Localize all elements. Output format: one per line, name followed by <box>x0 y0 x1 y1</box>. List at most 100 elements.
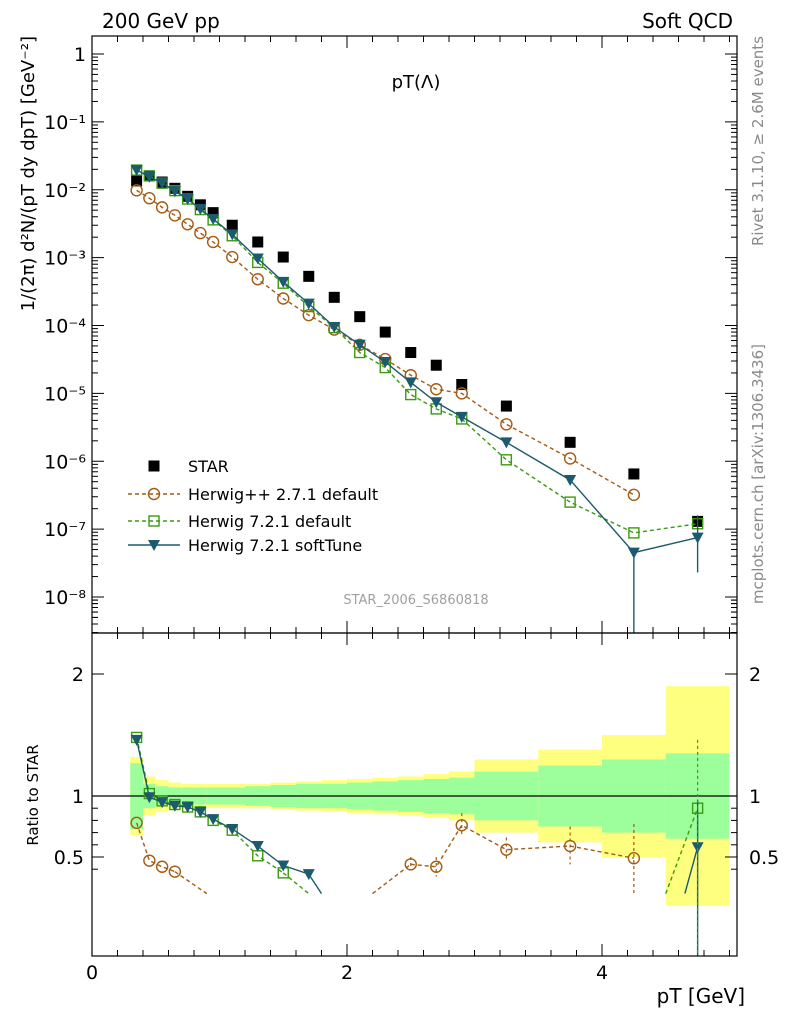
herwigpp-point <box>130 184 143 197</box>
star-point <box>430 359 442 371</box>
star-point <box>405 347 417 359</box>
herwigpp-point <box>206 235 220 249</box>
softtune-point <box>302 298 315 310</box>
ytick-label: 10⁻⁷ <box>44 519 86 541</box>
ytick-label: 10⁻³ <box>44 248 86 270</box>
herwigpp-point <box>143 192 156 205</box>
softtune-point <box>277 860 290 872</box>
star-point <box>379 326 391 338</box>
softtune-point <box>181 801 194 813</box>
top-ylabel: 1/(2π) d²N/(pT dy dpT) [GeV⁻²] <box>18 36 39 311</box>
star-point <box>354 311 366 323</box>
softtune-point <box>404 377 417 389</box>
herwigpp-point <box>277 292 290 305</box>
bottom-ylabel: Ratio to STAR <box>24 744 42 845</box>
legend: STAR Herwig++ 2.7.1 default Herwig 7.2.1 d… <box>128 457 378 555</box>
herwig721-line <box>282 872 310 895</box>
herwigpp-point <box>226 250 239 264</box>
softtune-point <box>130 734 143 746</box>
ytick-label: 10⁻⁸ <box>44 587 86 609</box>
softtune-point <box>455 411 468 423</box>
herwigpp-point <box>143 854 156 867</box>
star-point <box>131 175 143 187</box>
herwigpp-line <box>410 824 635 868</box>
ytick-label-right: 0.5 <box>749 847 779 869</box>
herwig721-point <box>405 388 417 401</box>
legend-label: Herwig 7.2.1 default <box>188 512 351 531</box>
legend-marker <box>148 460 160 472</box>
star-point <box>628 468 640 480</box>
herwigpp-point <box>251 273 264 286</box>
softtune-point <box>130 165 143 177</box>
softtune-point <box>379 356 392 368</box>
herwigpp-point <box>500 418 513 431</box>
herwigpp-point <box>181 218 194 231</box>
xlabel: pT [GeV] <box>657 984 745 1008</box>
herwigpp-point <box>430 383 443 396</box>
xtick-label: 4 <box>596 962 608 984</box>
star-point <box>456 379 468 391</box>
softtune-point <box>251 841 264 853</box>
herwig721-point <box>564 496 576 508</box>
legend-marker <box>148 540 160 551</box>
softtune-point <box>143 792 156 804</box>
ytick-label-right: 1 <box>749 786 761 808</box>
herwigpp-point <box>627 488 641 502</box>
herwigpp-point <box>155 201 169 214</box>
herwigpp-line <box>136 189 635 496</box>
ytick-label: 1 <box>72 786 84 808</box>
herwigpp-line <box>372 863 412 895</box>
legend-marker <box>147 487 161 501</box>
herwigpp-point <box>563 452 577 465</box>
ytick-label: 1 <box>74 44 86 66</box>
softtune-point <box>353 339 366 351</box>
ytick-label: 10⁻² <box>44 180 86 202</box>
herwigpp-point <box>430 860 443 873</box>
softtune-point <box>564 474 577 486</box>
ytick-label: 2 <box>72 664 84 686</box>
softtune-point <box>277 276 290 288</box>
herwig721-point <box>500 454 513 466</box>
herwigpp-point <box>155 860 169 873</box>
legend-marker <box>148 515 160 527</box>
softtune-point <box>207 214 220 226</box>
legend-label: STAR <box>188 457 229 476</box>
softtune-point <box>226 229 239 241</box>
ytick-label: 10⁻¹ <box>44 112 86 134</box>
ytick-label: 0.5 <box>54 847 84 869</box>
ytick-label: 10⁻⁶ <box>44 451 86 473</box>
star-point <box>277 251 289 263</box>
softtune-line <box>684 847 699 894</box>
ytick-label: 10⁻⁴ <box>44 316 86 338</box>
bottom-frame <box>91 632 738 957</box>
softtune-point <box>181 194 194 206</box>
softtune-point <box>156 797 169 809</box>
mcplots-label: mcplots.cern.ch [arXiv:1306.3436] <box>749 344 767 604</box>
softtune-line <box>308 873 323 894</box>
softtune-point <box>500 437 513 449</box>
star-point <box>303 270 315 282</box>
star-point <box>328 291 340 303</box>
herwigpp-point <box>194 226 207 240</box>
softtune-point <box>168 186 181 198</box>
herwig721-point <box>628 527 640 539</box>
softtune-point <box>226 823 239 835</box>
star-point <box>500 400 512 412</box>
star-point <box>252 236 264 248</box>
herwigpp-point <box>168 865 182 878</box>
legend-label: Herwig 7.2.1 softTune <box>188 536 362 555</box>
herwigpp-point <box>627 852 641 865</box>
legend-label: Herwig++ 2.7.1 default <box>188 485 378 504</box>
header-left: 200 GeV pp <box>102 9 220 33</box>
herwigpp-point <box>168 209 182 222</box>
star-point <box>564 436 576 448</box>
herwig721-line <box>665 807 699 894</box>
ytick-label-right: 2 <box>749 664 761 686</box>
softtune-point <box>207 814 220 826</box>
watermark: STAR_2006_S6860818 <box>343 593 488 608</box>
rivet-label: Rivet 3.1.10, ≥ 2.6M events <box>749 36 767 246</box>
xtick-label: 2 <box>341 962 353 984</box>
ytick-label: 10⁻⁵ <box>44 383 86 405</box>
herwigpp-point <box>130 816 143 830</box>
softtune-point <box>168 800 181 812</box>
